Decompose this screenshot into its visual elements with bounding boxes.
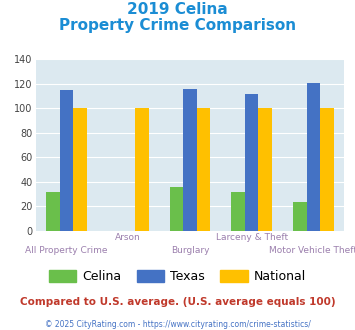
Legend: Celina, Texas, National: Celina, Texas, National [44, 265, 311, 288]
Text: Motor Vehicle Theft: Motor Vehicle Theft [269, 246, 355, 255]
Bar [46, 192, 60, 231]
Bar [293, 202, 307, 231]
Bar [170, 187, 183, 231]
Bar [73, 109, 87, 231]
Text: © 2025 CityRating.com - https://www.cityrating.com/crime-statistics/: © 2025 CityRating.com - https://www.city… [45, 320, 310, 329]
Bar [183, 89, 197, 231]
Text: Larceny & Theft: Larceny & Theft [215, 233, 288, 242]
Bar [307, 83, 320, 231]
Bar [245, 94, 258, 231]
Text: Burglary: Burglary [171, 246, 209, 255]
Text: Property Crime Comparison: Property Crime Comparison [59, 18, 296, 33]
Text: Compared to U.S. average. (U.S. average equals 100): Compared to U.S. average. (U.S. average … [20, 297, 335, 307]
Text: Arson: Arson [115, 233, 141, 242]
Bar [258, 109, 272, 231]
Bar [231, 192, 245, 231]
Text: 2019 Celina: 2019 Celina [127, 2, 228, 16]
Bar [197, 109, 210, 231]
Text: All Property Crime: All Property Crime [25, 246, 108, 255]
Bar [135, 109, 148, 231]
Bar [60, 90, 73, 231]
Bar [320, 109, 334, 231]
